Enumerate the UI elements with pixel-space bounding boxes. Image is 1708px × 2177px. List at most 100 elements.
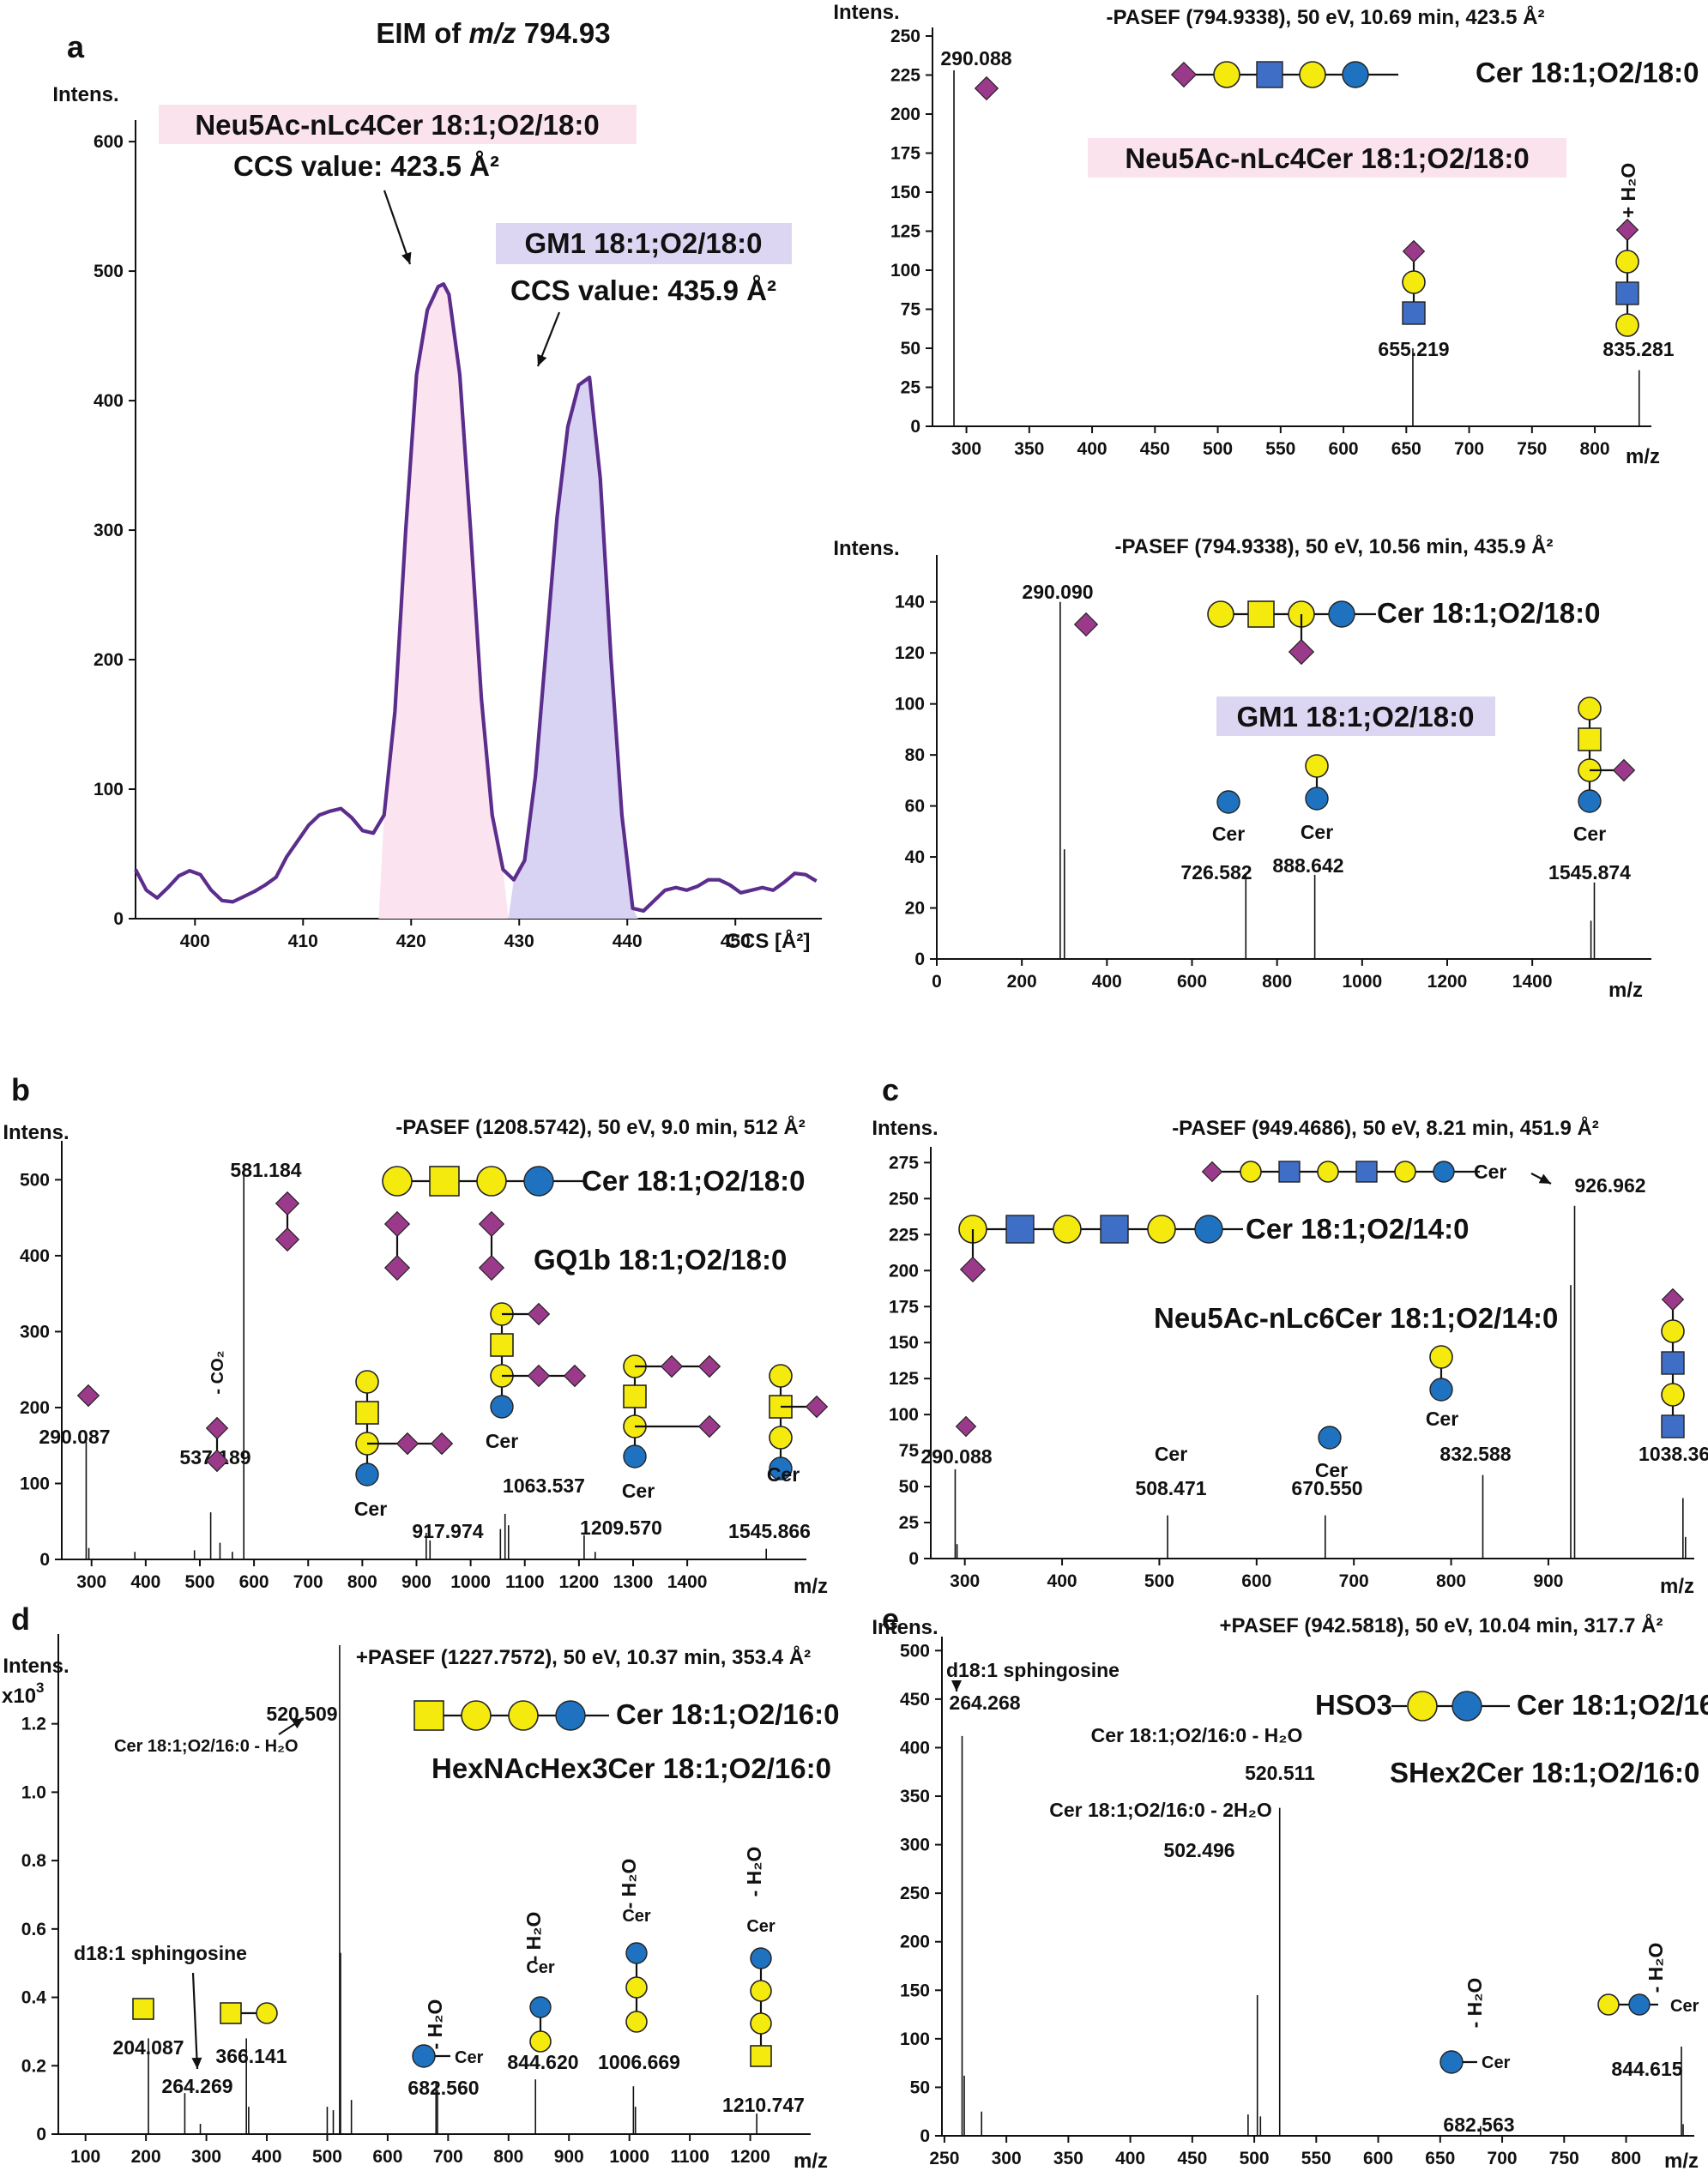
water-adduct-label: + H₂O — [1617, 163, 1639, 219]
ccs-region — [378, 284, 509, 920]
y-tick-label: 20 — [905, 899, 925, 919]
sialic-acid-diamond — [383, 1210, 411, 1238]
panel-label-b: b — [11, 1072, 30, 1107]
y-tick-label: 0.6 — [21, 1920, 46, 1939]
y-tick-label: 500 — [900, 1641, 930, 1661]
y-tick-label: 40 — [905, 847, 925, 867]
x-tick-label: 1200 — [1427, 972, 1468, 992]
cer-label: Cer — [746, 1917, 776, 1936]
glcnac-square — [1278, 1161, 1301, 1183]
water-loss-label: Cer 18:1;O2/16:0 - H₂O — [114, 1737, 299, 1756]
x-tick-label: 300 — [76, 1572, 106, 1592]
sialic-acid-diamond — [1170, 61, 1198, 88]
x-tick-label: 430 — [504, 932, 534, 951]
panel-label-d: d — [11, 1601, 30, 1637]
peak-label: 264.268 — [949, 1692, 1020, 1714]
cer-label: Cer — [622, 1480, 655, 1502]
galactose-circle — [382, 1166, 413, 1197]
x-tick-label: 450 — [721, 932, 751, 951]
x-tick-label: 1200 — [559, 1572, 600, 1592]
x-tick-label: 600 — [372, 2147, 402, 2167]
galactose-circle — [1402, 270, 1426, 294]
y-tick-label: 0 — [39, 1550, 50, 1570]
y-axis-exponent: x103 — [2, 1679, 45, 1708]
x-tick-label: 500 — [1203, 439, 1233, 459]
peak-label: 844.620 — [507, 2051, 578, 2073]
x-tick-label: 300 — [951, 439, 981, 459]
glucose-circle — [1342, 61, 1369, 88]
galnac-square — [750, 2045, 772, 2067]
x-axis-label: m/z — [1626, 445, 1660, 468]
spectrum-title: +PASEF (942.5818), 50 eV, 10.04 min, 317… — [1220, 1613, 1663, 1637]
cer-label: Cer — [767, 1463, 800, 1486]
cer-label: Cer — [1301, 821, 1333, 843]
peak-label: 917.974 — [412, 1520, 483, 1542]
y-tick-label: 0 — [920, 2126, 930, 2146]
sphingosine-arrow — [191, 1972, 199, 2070]
peak-label: 366.141 — [215, 2045, 287, 2067]
sulfate-label: HSO3 — [1315, 1689, 1392, 1721]
x-tick-label: 1400 — [667, 1572, 708, 1592]
galactose-circle — [1407, 1691, 1438, 1722]
peak-label: 670.550 — [1291, 1477, 1362, 1499]
y-tick-label: 300 — [94, 521, 124, 540]
y-tick-label: 450 — [900, 1690, 930, 1710]
sialic-acid-diamond — [805, 1395, 829, 1419]
galactose-circle — [1305, 754, 1329, 778]
y-axis-label: Intens. — [872, 1616, 938, 1639]
peak-label: 926.962 — [1574, 1174, 1645, 1197]
x-tick-label: 1100 — [670, 2147, 709, 2167]
glucose-circle — [1318, 1426, 1342, 1450]
arrow-head — [191, 2057, 202, 2069]
cer-label: Cer — [1482, 2053, 1511, 2072]
y-axis-label: Intens. — [872, 1117, 938, 1140]
ccs-region — [508, 377, 638, 919]
cer-label: Cer — [1573, 823, 1606, 845]
peak-label: 1006.669 — [598, 2051, 680, 2073]
label-highlight — [1088, 138, 1566, 178]
y-tick-label: 0.2 — [21, 2056, 46, 2076]
x-tick-label: 400 — [1047, 1571, 1077, 1591]
glucose-circle — [490, 1395, 514, 1419]
sialic-acid-diamond — [697, 1354, 721, 1378]
sialic-acid-diamond — [959, 1256, 987, 1283]
galactose-circle — [625, 2011, 648, 2033]
x-tick-label: 400 — [180, 932, 210, 951]
y-tick-label: 200 — [890, 105, 920, 124]
water-loss-label: - H₂O — [424, 1999, 446, 2050]
sialic-acid-diamond — [1288, 638, 1315, 666]
y-tick-label: 225 — [890, 66, 920, 86]
x-tick-label: 700 — [1454, 439, 1484, 459]
y-tick-label: 400 — [900, 1738, 930, 1758]
y-tick-label: 400 — [20, 1246, 50, 1266]
galnac-square — [355, 1401, 379, 1425]
galactose-circle — [355, 1370, 379, 1394]
glucose-circle — [1429, 1378, 1453, 1402]
panel-label-a: a — [67, 29, 85, 64]
y-axis-label: Intens. — [833, 1, 899, 24]
x-axis-label: m/z — [1660, 1575, 1694, 1598]
ccs-arrow — [383, 190, 412, 265]
peak-label: 290.090 — [1022, 581, 1093, 603]
peak-label: 502.496 — [1163, 1839, 1234, 1861]
y-tick-label: 1.2 — [21, 1715, 46, 1734]
sialic-acid-diamond — [955, 1415, 977, 1438]
arrow-head — [951, 1680, 962, 1692]
compound-label: Neu5Ac-nLc4Cer 18:1;O2/18:0 — [1125, 142, 1529, 174]
y-tick-label: 500 — [20, 1170, 50, 1190]
x-tick-label: 100 — [70, 2147, 100, 2167]
peak-label: 520.511 — [1245, 1762, 1315, 1784]
x-tick-label: 700 — [1488, 2149, 1518, 2168]
label-highlight — [496, 223, 792, 264]
peak-label: 1038.369 — [1639, 1443, 1708, 1465]
x-tick-label: 400 — [1077, 439, 1107, 459]
x-tick-label: 1000 — [1342, 972, 1382, 992]
y-tick-label: 0 — [113, 909, 124, 929]
galactose-circle — [1213, 61, 1240, 88]
peak-label: 508.471 — [1135, 1477, 1206, 1499]
galactose-circle — [769, 1426, 793, 1450]
x-tick-label: 600 — [1363, 2149, 1393, 2168]
y-tick-label: 0.4 — [21, 1988, 47, 2008]
water-loss-label: - H₂O — [743, 1847, 765, 1897]
